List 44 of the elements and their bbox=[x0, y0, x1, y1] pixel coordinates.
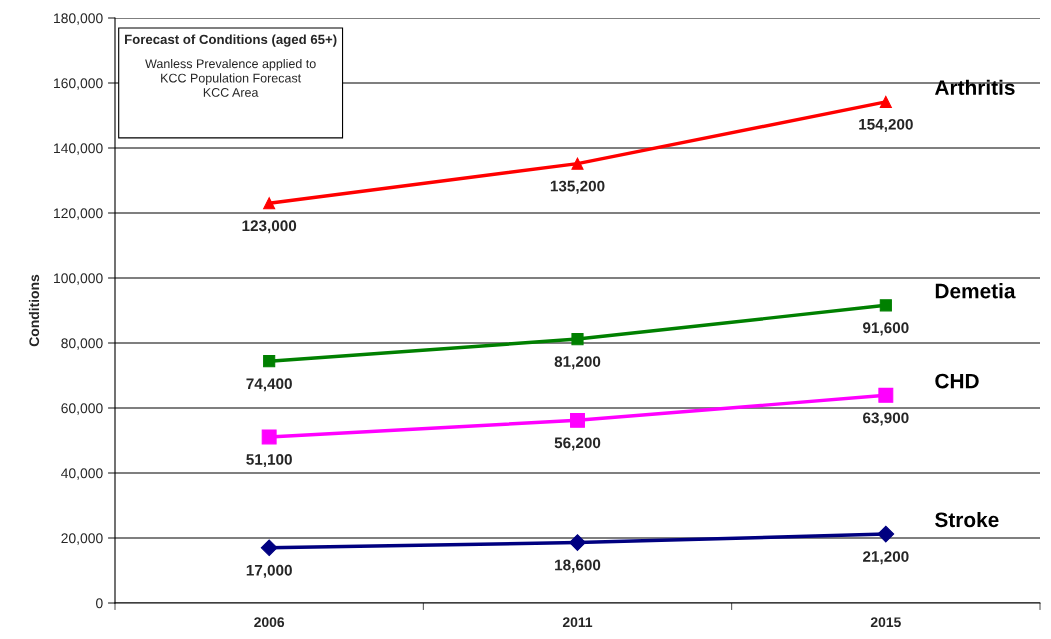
y-tick-label: 140,000 bbox=[54, 143, 103, 155]
data-label: 56,200 bbox=[554, 437, 601, 451]
point bbox=[569, 534, 586, 551]
x-tick-label: 2006 bbox=[254, 617, 285, 628]
y-tick-label: 40,000 bbox=[61, 468, 103, 480]
point bbox=[263, 197, 276, 210]
point bbox=[570, 412, 585, 428]
data-label: 51,100 bbox=[246, 454, 292, 468]
data-label: 91,600 bbox=[863, 322, 909, 336]
data-label: 63,900 bbox=[863, 412, 909, 426]
data-label: 21,200 bbox=[863, 551, 909, 565]
y-tick-label: 180,000 bbox=[54, 13, 103, 25]
x-tick-label: 2015 bbox=[870, 617, 901, 628]
y-tick-label: 60,000 bbox=[61, 403, 103, 415]
point bbox=[877, 525, 895, 543]
y-tick-label: 120,000 bbox=[54, 208, 103, 220]
data-label: 154,200 bbox=[859, 118, 913, 132]
point bbox=[571, 157, 584, 170]
data-label: 81,200 bbox=[554, 356, 601, 370]
point bbox=[261, 429, 277, 445]
text: CHD bbox=[935, 373, 979, 389]
data-label: 74,400 bbox=[246, 378, 292, 392]
x-tick-label: 2011 bbox=[562, 617, 593, 628]
text: Wanless Prevalence applied to KCC Population Forecast KCC Area bbox=[145, 58, 316, 97]
data-label: 135,200 bbox=[550, 180, 605, 194]
y-tick-label: 80,000 bbox=[61, 338, 103, 350]
text: Demetia bbox=[935, 283, 1016, 299]
data-label: 123,000 bbox=[242, 220, 297, 234]
point bbox=[879, 299, 892, 312]
point bbox=[878, 387, 894, 403]
y-tick-label: 100,000 bbox=[54, 273, 103, 285]
y-tick-label: 20,000 bbox=[61, 533, 103, 545]
data-label: 18,600 bbox=[555, 559, 601, 573]
point bbox=[571, 333, 584, 346]
point bbox=[879, 95, 892, 108]
text: Forecast of Conditions (aged 65+) bbox=[125, 34, 337, 47]
text: Arthritis bbox=[934, 79, 1015, 95]
point bbox=[260, 539, 278, 557]
y-axis-title: Conditions bbox=[28, 274, 40, 347]
text: Stroke bbox=[935, 511, 999, 528]
data-label: 17,000 bbox=[246, 564, 292, 578]
y-tick-label: 160,000 bbox=[54, 78, 103, 90]
y-tick-label: 0 bbox=[96, 598, 103, 609]
point bbox=[263, 355, 276, 368]
